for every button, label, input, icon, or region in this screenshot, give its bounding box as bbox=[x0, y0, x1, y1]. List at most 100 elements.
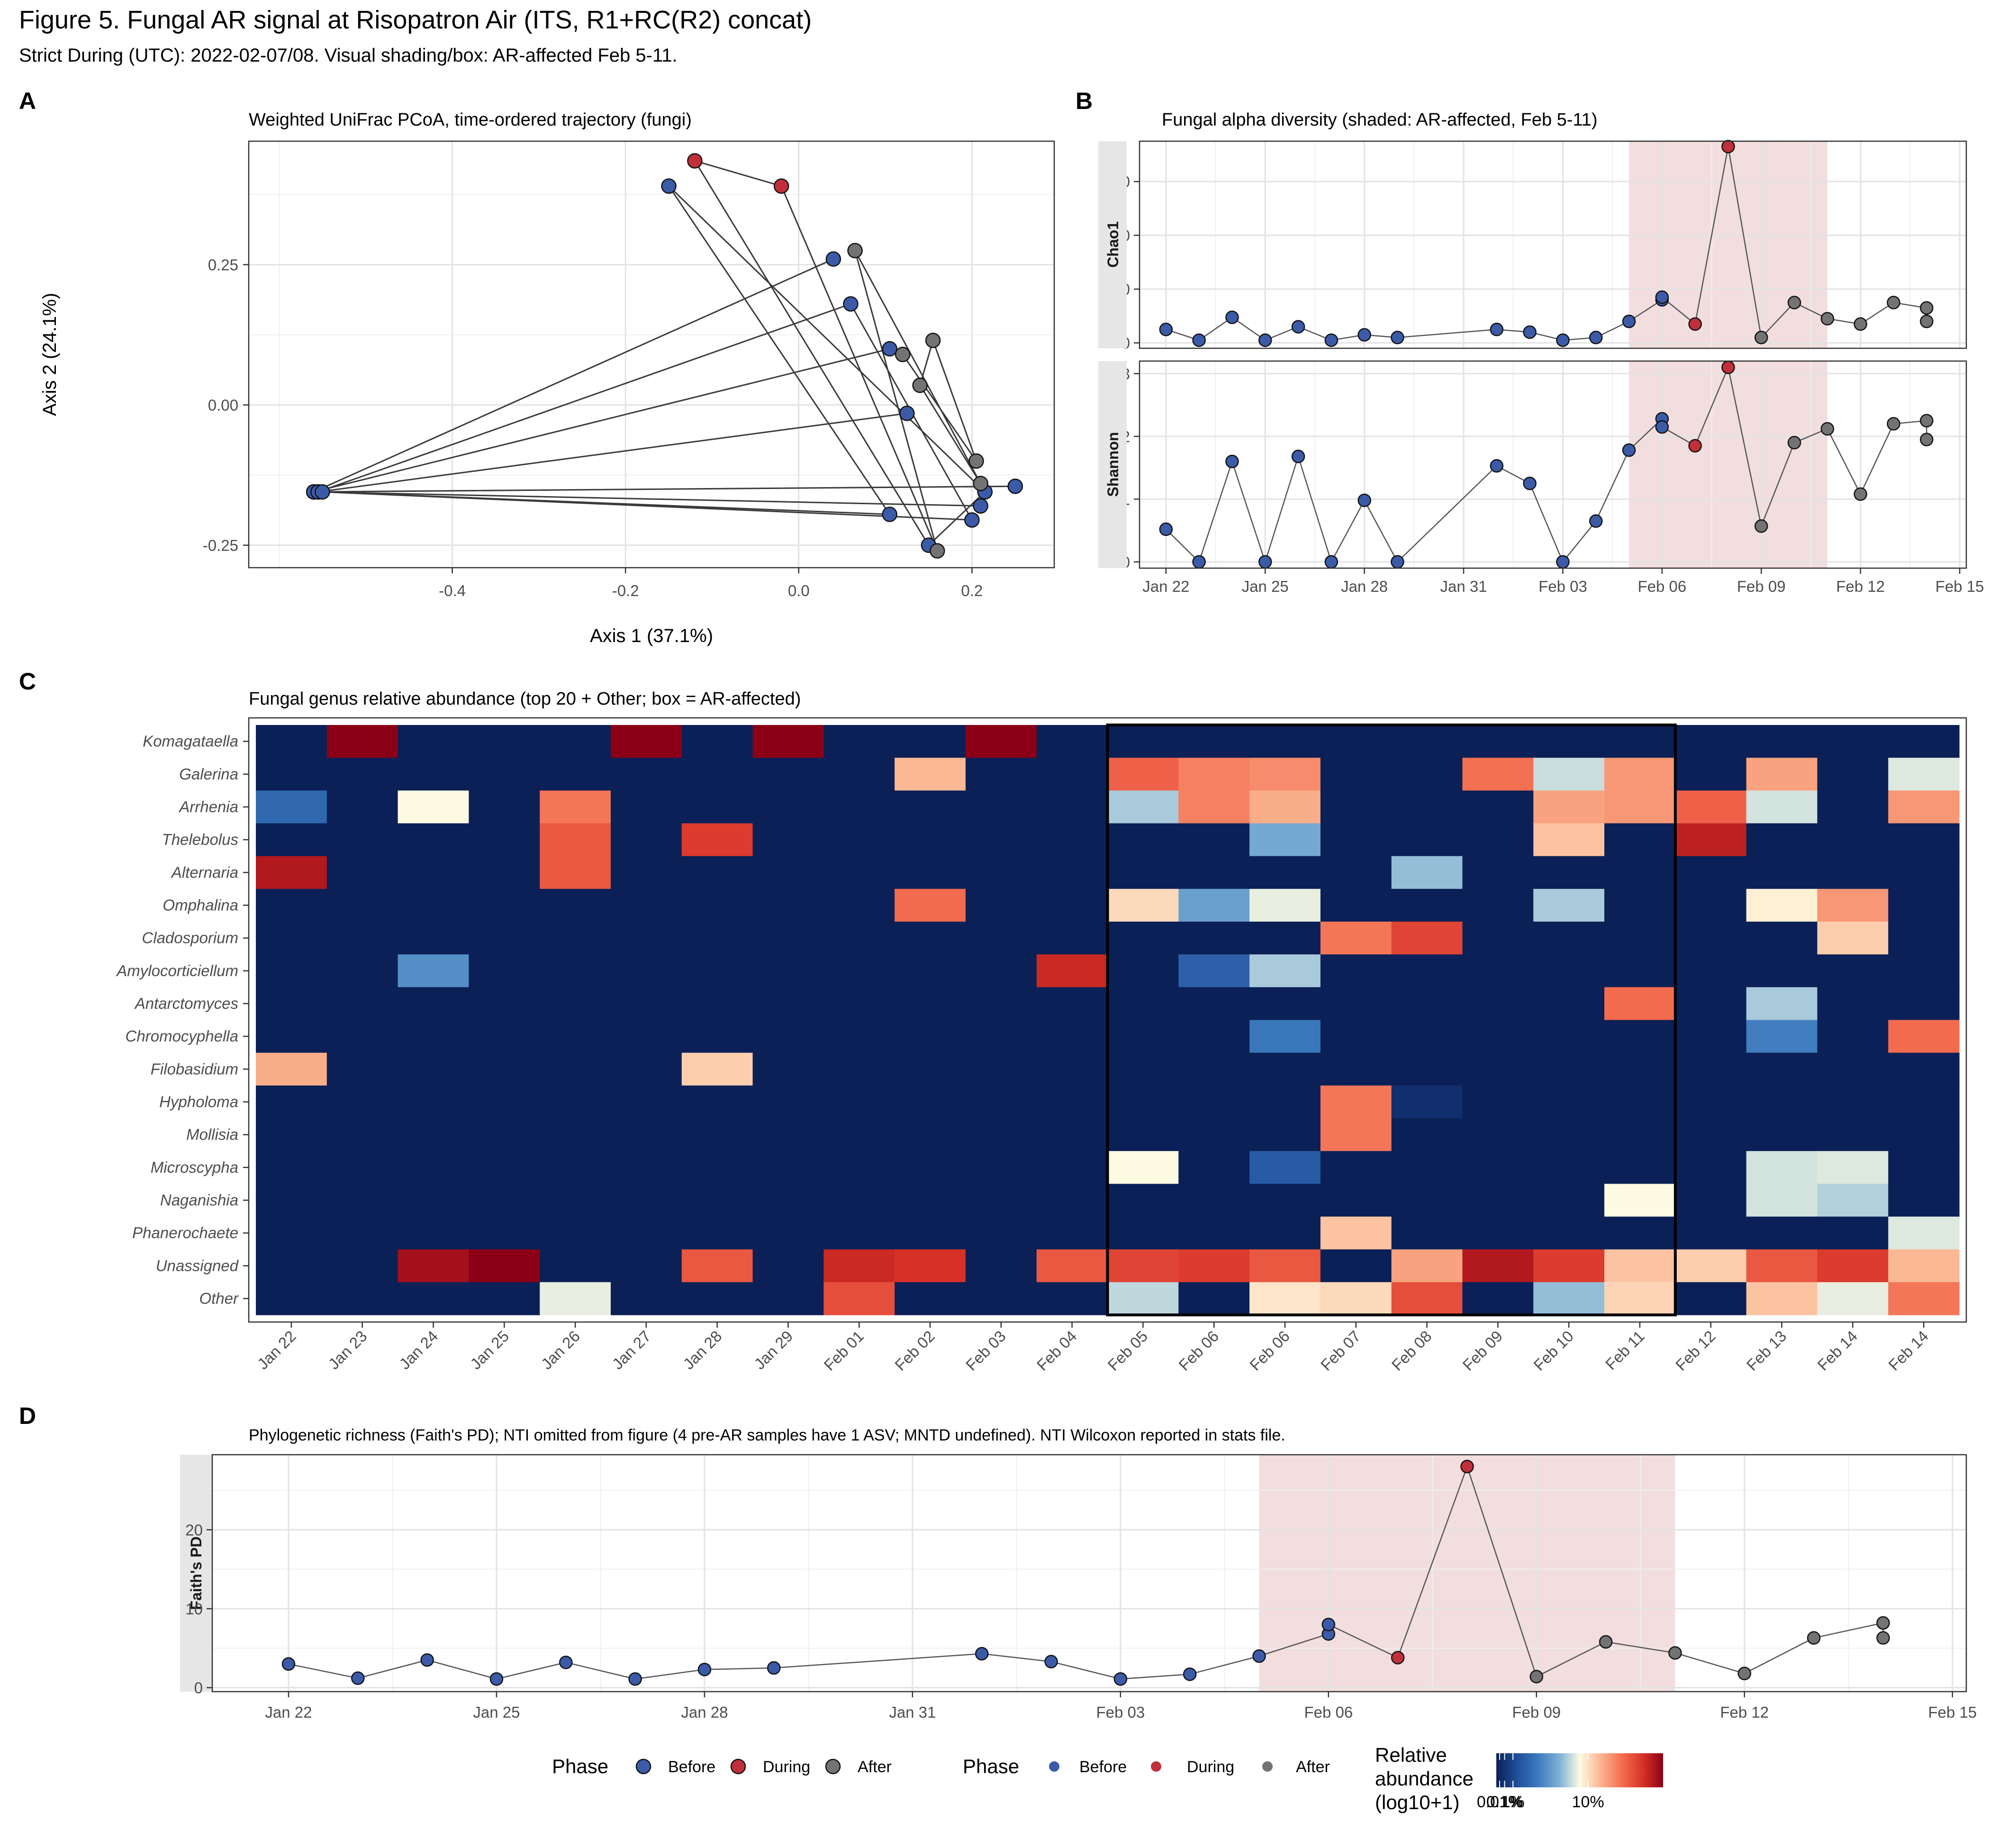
heatmap-col-label: Jan 29 bbox=[751, 1327, 796, 1373]
heatmap-cell bbox=[1036, 1151, 1108, 1184]
heatmap-cell bbox=[1817, 758, 1889, 791]
panel-label-c: C bbox=[19, 668, 36, 695]
heatmap-col-label: Jan 23 bbox=[325, 1327, 370, 1373]
heatmap-cell bbox=[1817, 725, 1889, 758]
heatmap-row-label: Komagataella bbox=[143, 733, 238, 750]
heatmap-cell bbox=[256, 987, 327, 1021]
heatmap-cell bbox=[752, 758, 824, 791]
heatmap-row-label: Alternaria bbox=[171, 863, 238, 881]
panel-a-point bbox=[773, 178, 789, 194]
heatmap-row-label: Thelebolus bbox=[162, 831, 238, 848]
heatmap-cell bbox=[1675, 1216, 1747, 1250]
heatmap-cell bbox=[1178, 1085, 1250, 1119]
heatmap-row-label: Naganishia bbox=[160, 1191, 238, 1209]
heatmap-cell bbox=[1533, 790, 1605, 824]
panel-a-xlabel: Axis 1 (37.1%) bbox=[590, 625, 713, 646]
heatmap-cell bbox=[1178, 1020, 1250, 1053]
panel-b-point bbox=[1919, 414, 1934, 428]
heatmap-cell bbox=[256, 1085, 327, 1119]
heatmap-cell bbox=[895, 1118, 966, 1151]
heatmap-col-label: Feb 02 bbox=[891, 1327, 938, 1374]
heatmap-cell bbox=[469, 725, 540, 758]
panel-b-point bbox=[1854, 487, 1867, 501]
heatmap-cell bbox=[1320, 922, 1392, 955]
heatmap-cell bbox=[681, 1282, 753, 1315]
heatmap-cell bbox=[326, 1151, 398, 1184]
heatmap-cell bbox=[540, 954, 611, 987]
heatmap-cell bbox=[1036, 1052, 1108, 1086]
heatmap-row-label: Chromocyphella bbox=[126, 1027, 238, 1045]
heatmap-cell bbox=[823, 922, 895, 955]
heatmap-cell bbox=[1036, 888, 1108, 922]
panel-b-point bbox=[1919, 301, 1934, 315]
heatmap-cell bbox=[1604, 823, 1676, 857]
heatmap-cell bbox=[895, 1216, 966, 1250]
heatmap-col-label: Feb 09 bbox=[1459, 1327, 1506, 1374]
heatmap-cell bbox=[752, 725, 824, 758]
heatmap-cell bbox=[1462, 888, 1534, 922]
heatmap-cell bbox=[469, 987, 540, 1021]
heatmap-cell bbox=[1107, 1085, 1179, 1119]
heatmap-cell bbox=[823, 888, 895, 922]
panel-a-trajectory bbox=[313, 159, 1015, 552]
panel-b-point bbox=[1820, 422, 1835, 436]
heatmap-row-label: Amylocorticiellum bbox=[116, 962, 238, 979]
heatmap-cell bbox=[823, 1282, 895, 1315]
heatmap-cell bbox=[1178, 1151, 1250, 1184]
heatmap-cell bbox=[681, 1020, 753, 1053]
heatmap-cell bbox=[1746, 1118, 1818, 1151]
heatmap-cell bbox=[1391, 922, 1463, 955]
panel-b-point bbox=[1919, 314, 1934, 328]
panel-b-point bbox=[1556, 333, 1570, 347]
panel-d-point bbox=[975, 1647, 989, 1661]
heatmap-cell bbox=[752, 1020, 824, 1053]
panel-a-ticks: -0.4 -0.2 0.0 0.2 0.25 0.00 -0.25 bbox=[203, 256, 983, 599]
panel-d-content: 0 10 20 Jan 22 Jan 25 Jan 28 Jan 31 Feb 03 Feb 0… bbox=[185, 1454, 1977, 1721]
heatmap-cell bbox=[1746, 1282, 1818, 1315]
heatmap-cell bbox=[1888, 888, 1960, 922]
panel-d-xtick-label: Jan 28 bbox=[681, 1703, 728, 1721]
heatmap-cell bbox=[1036, 922, 1108, 955]
heatmap-cell bbox=[1391, 954, 1463, 987]
heatmap-cell bbox=[326, 1052, 398, 1086]
heatmap-cell bbox=[752, 1118, 824, 1151]
heatmap-cell bbox=[1817, 888, 1889, 922]
heatmap-cell bbox=[1533, 1249, 1605, 1283]
colorbar-tick-label: 10% bbox=[1572, 1793, 1604, 1811]
panel-b-point bbox=[1688, 439, 1702, 453]
heatmap-cell bbox=[1888, 1020, 1960, 1053]
heatmap-cell bbox=[895, 1249, 966, 1283]
heatmap-cell bbox=[1888, 987, 1960, 1021]
heatmap-cell bbox=[256, 1151, 327, 1184]
heatmap-cell bbox=[610, 954, 682, 987]
heatmap-cell bbox=[965, 1216, 1037, 1250]
panel-label-b: B bbox=[1076, 88, 1093, 114]
heatmap-row-label: Microscypha bbox=[151, 1159, 238, 1176]
heatmap-cell bbox=[1249, 823, 1321, 857]
heatmap-cell bbox=[469, 1249, 540, 1283]
heatmap-cell bbox=[256, 922, 327, 955]
heatmap-cell bbox=[256, 823, 327, 857]
shannon-strip-label: Shannon bbox=[1104, 432, 1122, 497]
heatmap-cell bbox=[823, 1151, 895, 1184]
panel-b-point bbox=[1589, 331, 1603, 344]
heatmap-cell bbox=[1462, 1052, 1534, 1086]
heatmap-cell bbox=[681, 922, 753, 955]
faith-strip bbox=[180, 1455, 212, 1692]
heatmap-cell bbox=[1817, 1052, 1889, 1086]
heatmap-row-label: Hypholoma bbox=[159, 1093, 238, 1110]
heatmap-cell bbox=[1462, 1216, 1534, 1250]
panel-b-xtick-label: Feb 15 bbox=[1936, 578, 1984, 595]
heatmap-cell bbox=[1320, 1085, 1392, 1119]
heatmap-cell bbox=[1533, 1282, 1605, 1315]
heatmap-cell bbox=[1746, 725, 1818, 758]
heatmap-cell bbox=[256, 1052, 327, 1086]
heatmap-cell bbox=[1533, 1052, 1605, 1086]
heatmap-cell bbox=[1746, 1151, 1818, 1184]
heatmap-cell bbox=[1036, 856, 1108, 889]
heatmap-cell bbox=[1533, 1151, 1605, 1184]
heatmap-cell bbox=[540, 1216, 611, 1250]
faith-strip-label: Faith's PD bbox=[188, 1536, 205, 1610]
heatmap-cell bbox=[469, 1085, 540, 1119]
heatmap-cell bbox=[823, 758, 895, 791]
